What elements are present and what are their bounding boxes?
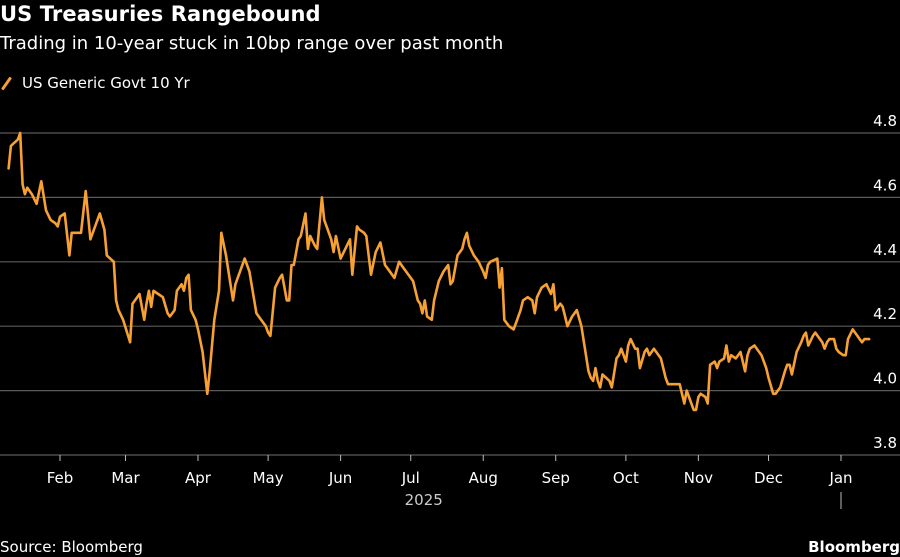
x-tick-label: Oct — [613, 469, 639, 487]
x-tick-label: Jul — [401, 469, 420, 487]
x-tick-label: Jun — [328, 469, 352, 487]
x-tick-label: Mar — [111, 469, 140, 487]
chart-title: US Treasuries Rangebound — [0, 2, 321, 26]
x-axis: Feb Mar Apr May Jun Jul Aug Sep Oct Nov Dec Jan 2025 — [47, 455, 853, 509]
y-tick-label: 3.8 — [873, 434, 897, 452]
series-line — [7, 131, 871, 412]
y-tick-label: 4.6 — [873, 176, 897, 194]
y-tick-label: 4.0 — [873, 370, 897, 388]
series-group — [7, 131, 871, 412]
x-tick-label: Aug — [469, 469, 498, 487]
x-tick-label: Sep — [542, 469, 570, 487]
x-tick-label: Apr — [185, 469, 212, 487]
bloomberg-logo: Bloomberg — [808, 538, 900, 556]
x-tick-label: Nov — [684, 469, 713, 487]
y-tick-label: 4.8 — [873, 112, 897, 130]
x-tick-label: Jan — [828, 469, 852, 487]
gridlines — [0, 132, 900, 456]
legend: US Generic Govt 10 Yr — [0, 74, 190, 92]
y-tick-label: 4.2 — [873, 305, 897, 323]
x-tick-label: Dec — [754, 469, 783, 487]
chart-subtitle: Trading in 10-year stuck in 10bp range o… — [0, 33, 504, 54]
y-tick-label: 4.4 — [873, 241, 897, 259]
source-note: Source: Bloomberg — [0, 538, 143, 556]
y-axis-labels: 3.8 4.0 4.2 4.4 4.6 4.8 — [873, 112, 897, 452]
legend-entry-label: US Generic Govt 10 Yr — [22, 74, 190, 92]
x-tick-label: May — [253, 469, 284, 487]
x-tick-label: Feb — [47, 469, 74, 487]
year-label: 2025 — [405, 491, 443, 509]
